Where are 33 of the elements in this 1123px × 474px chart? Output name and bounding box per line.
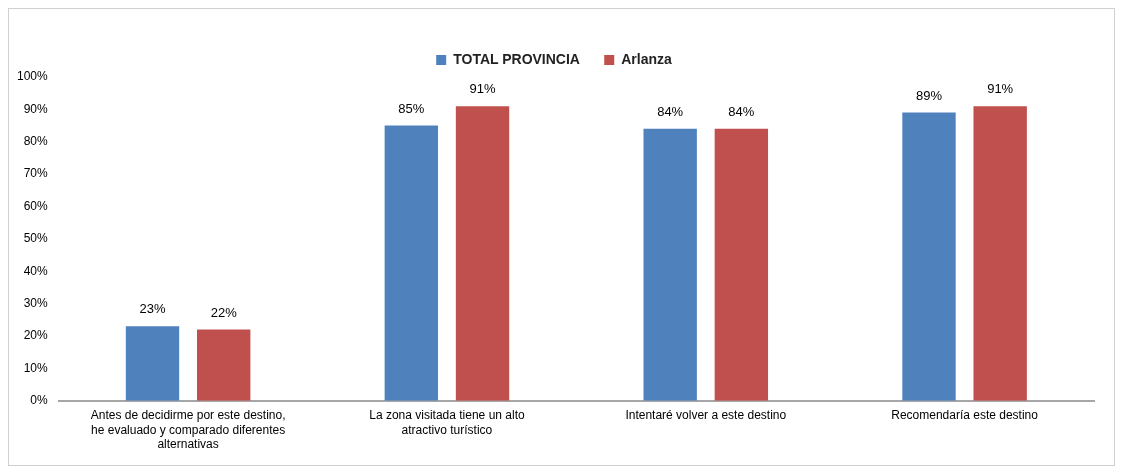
bar: [973, 106, 1027, 401]
bar: [197, 329, 251, 401]
data-label: 89%: [915, 87, 943, 103]
y-tick-label: 20%: [23, 328, 49, 343]
legend-label: TOTAL PROVINCIA: [453, 50, 580, 67]
y-tick-label: 90%: [23, 101, 49, 116]
bar: [643, 128, 697, 401]
x-tick-label: Antes de decidirme por este destino, he evaluado y comparado diferentes alternativas: [90, 408, 286, 452]
data-label: 23%: [139, 301, 166, 317]
bar: [902, 112, 956, 401]
y-tick-label: 70%: [23, 166, 49, 181]
bar: [455, 106, 510, 401]
y-tick-label: 60%: [23, 198, 49, 213]
x-tick-label: Recomendaría este destino: [891, 408, 1039, 423]
y-tick-label: 80%: [23, 134, 49, 149]
data-label: 22%: [210, 304, 238, 320]
x-tick-label: Intentaré volver a este destino: [625, 408, 787, 423]
data-label: 91%: [987, 81, 1014, 97]
bar: [714, 128, 769, 401]
y-tick-label: 0%: [30, 393, 49, 408]
x-tick-label: La zona visitada tiene un alto atractivo turístico: [369, 408, 525, 437]
data-label: 85%: [398, 100, 425, 116]
data-label: 91%: [469, 81, 496, 97]
bar: [125, 326, 180, 401]
y-tick-label: 30%: [23, 295, 49, 310]
y-tick-label: 10%: [23, 360, 49, 375]
y-tick-label: 50%: [23, 231, 49, 246]
data-label: 84%: [728, 103, 755, 119]
bar: [384, 125, 439, 401]
y-tick-label: 40%: [23, 263, 49, 278]
y-tick-label: 100%: [16, 69, 49, 84]
data-label: 84%: [657, 103, 684, 119]
legend-label: Arlanza: [621, 50, 673, 67]
